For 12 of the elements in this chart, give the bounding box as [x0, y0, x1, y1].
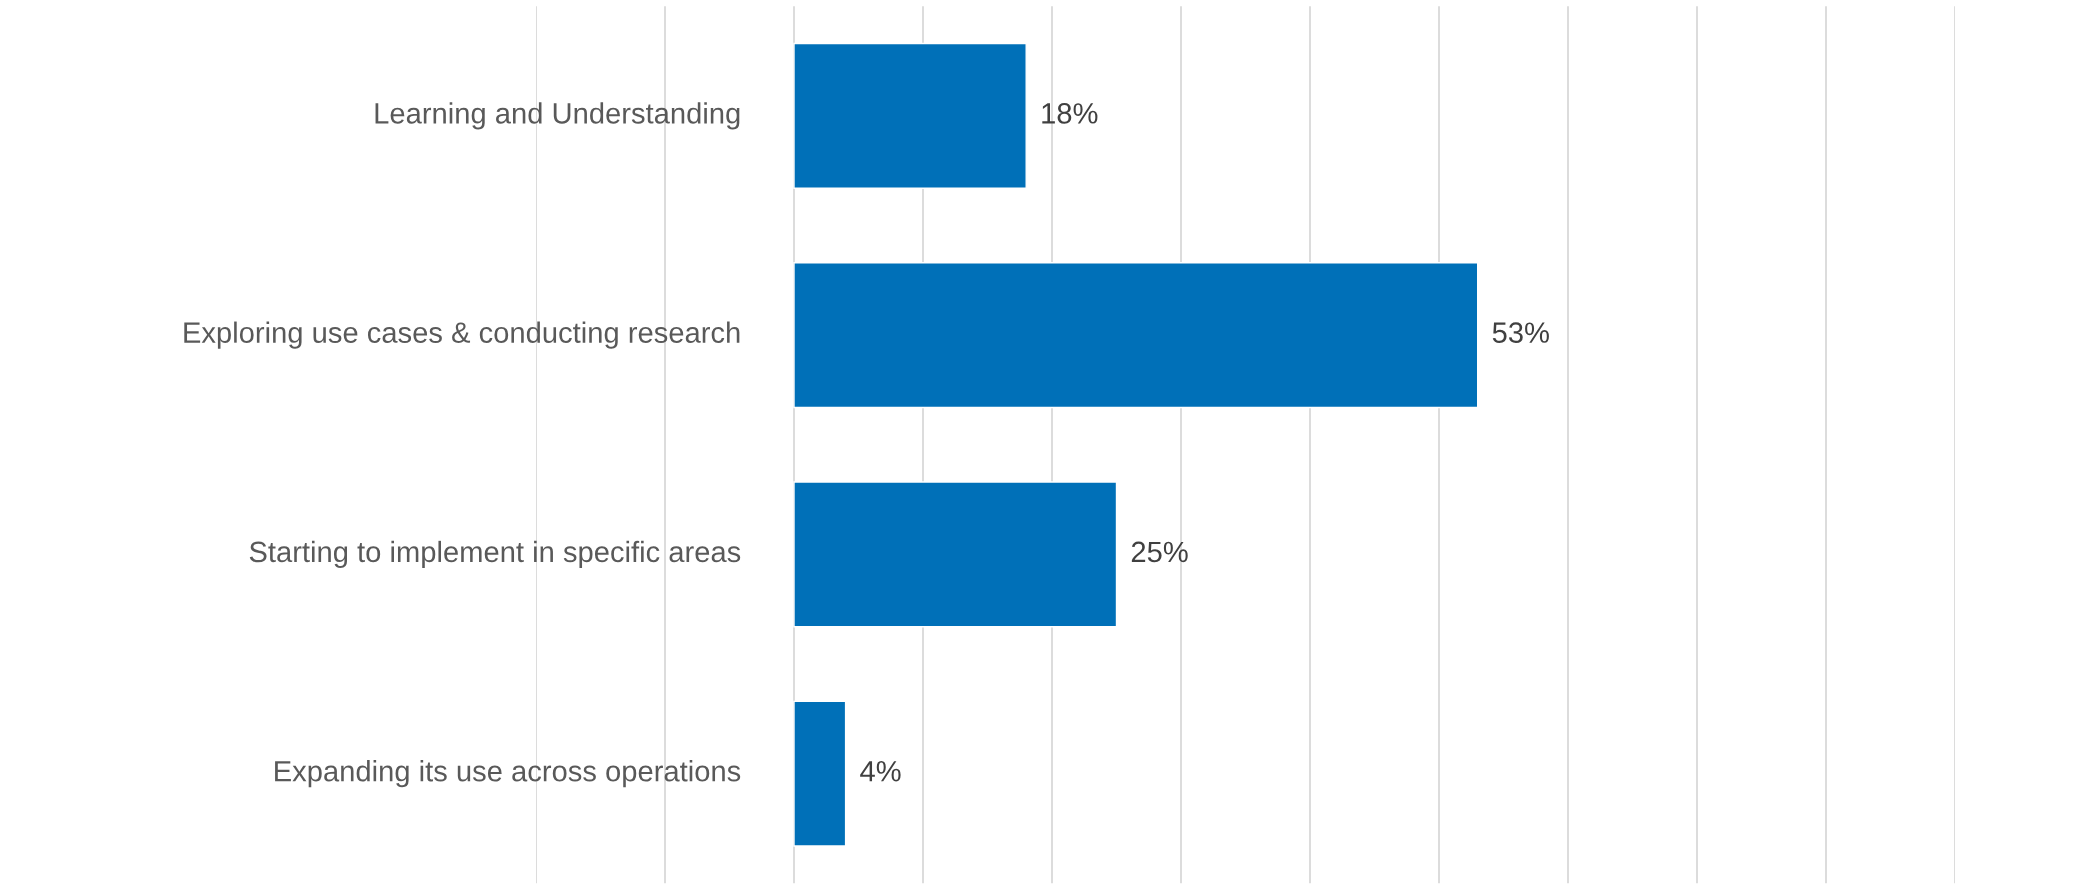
bar	[793, 42, 1027, 189]
data-label: 18%	[1042, 103, 1098, 124]
y-tick-label: Starting to implement in specific areas	[249, 540, 741, 569]
data-label: 53%	[1492, 322, 1549, 343]
data-label: 4%	[860, 761, 901, 782]
y-tick-label: Learning and Understanding	[375, 102, 740, 130]
bar	[793, 700, 847, 847]
y-tick-label: Exploring use cases & conducting research	[184, 321, 740, 349]
bar	[793, 481, 1118, 628]
data-label: 25%	[1131, 541, 1188, 563]
y-tick-label: Expanding its use across operations	[275, 760, 741, 788]
bar	[793, 262, 1479, 409]
